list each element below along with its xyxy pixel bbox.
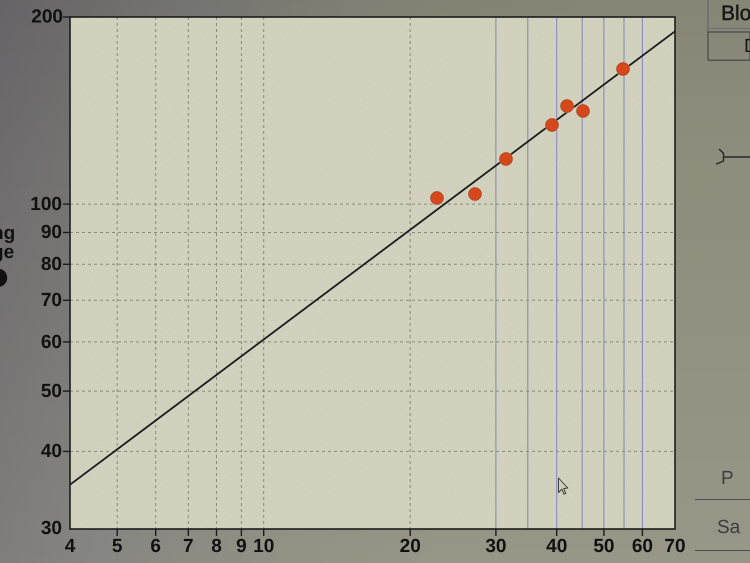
svg-text:6: 6	[150, 536, 161, 557]
svg-text:P: P	[721, 468, 734, 489]
svg-text:ge: ge	[0, 242, 14, 263]
svg-text:50: 50	[41, 381, 62, 402]
svg-text:70: 70	[41, 290, 62, 311]
svg-text:50: 50	[593, 536, 614, 557]
svg-text:20: 20	[400, 536, 421, 557]
svg-text:ng: ng	[0, 223, 15, 244]
svg-text:80: 80	[41, 254, 62, 275]
svg-text:4: 4	[65, 536, 76, 557]
svg-text:90: 90	[41, 222, 62, 243]
svg-text:10: 10	[253, 536, 274, 557]
svg-text:30: 30	[41, 518, 62, 539]
svg-text:40: 40	[41, 441, 62, 462]
svg-text:60: 60	[41, 332, 62, 353]
svg-text:30: 30	[485, 536, 506, 557]
svg-text:9: 9	[236, 536, 247, 557]
svg-text:40: 40	[546, 536, 567, 557]
svg-text:Sa: Sa	[717, 517, 741, 538]
svg-text:D: D	[744, 36, 750, 57]
svg-text:100: 100	[30, 194, 62, 215]
svg-text:7: 7	[183, 536, 194, 557]
svg-text:60: 60	[632, 536, 653, 557]
svg-text:5: 5	[112, 536, 123, 557]
svg-text:70: 70	[664, 536, 685, 557]
svg-text:Blow: Blow	[721, 2, 750, 25]
svg-text:8: 8	[211, 536, 222, 557]
svg-text:200: 200	[31, 7, 63, 28]
